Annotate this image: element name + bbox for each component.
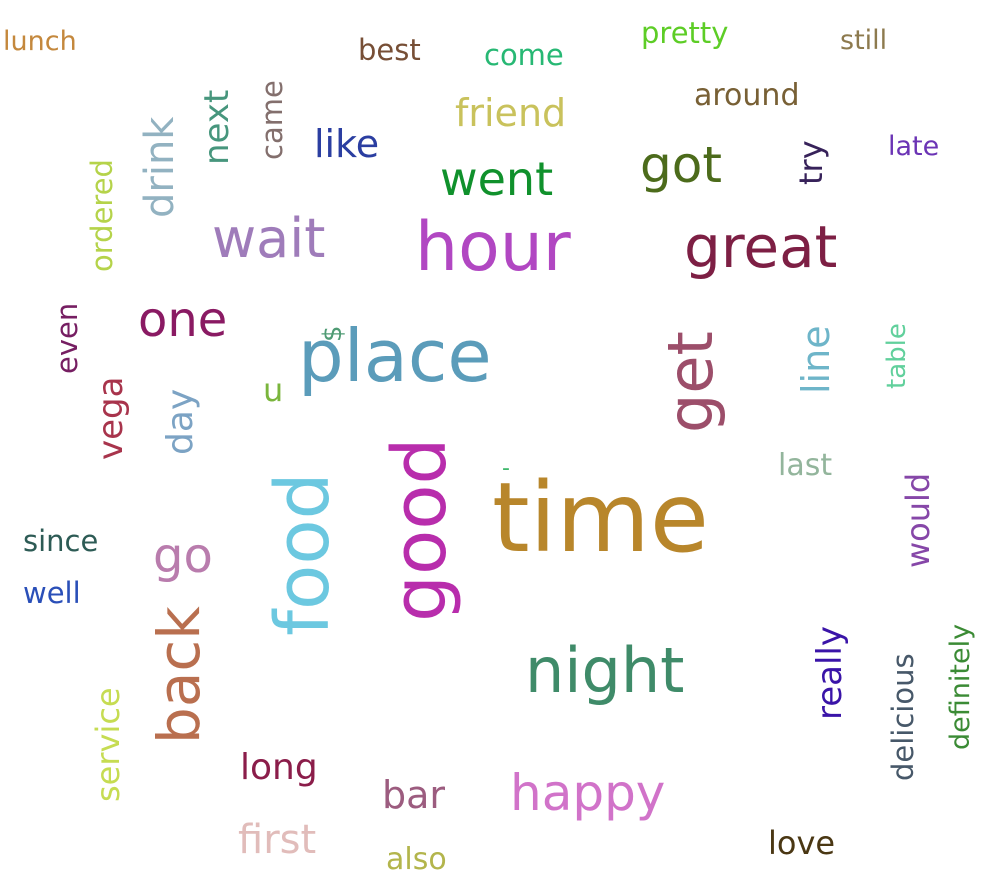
word-wait: wait (212, 207, 326, 270)
word-definitely: definitely (945, 623, 976, 750)
word-last: last (778, 448, 833, 483)
word-really: really (810, 626, 850, 720)
word-like: like (314, 122, 380, 166)
word-go: go (153, 528, 213, 584)
word-love: love (768, 824, 836, 862)
word-back: back (145, 606, 213, 744)
word-drink: drink (137, 116, 183, 218)
word-one: one (138, 292, 228, 348)
word-come: come (484, 38, 564, 72)
word-dollar: $ (318, 325, 348, 342)
word-late: late (888, 131, 940, 162)
word-table: table (882, 323, 912, 389)
word-night: night (525, 634, 685, 707)
word-around: around (694, 78, 800, 113)
word-also: also (386, 842, 447, 877)
word-hour: hour (415, 208, 571, 287)
word-first: first (238, 817, 317, 863)
word-friend: friend (455, 91, 567, 135)
word-delicious: delicious (886, 653, 920, 781)
word-u: u (263, 371, 284, 409)
word-bar: bar (382, 773, 446, 817)
word-best: best (358, 33, 421, 67)
word-well: well (23, 576, 81, 610)
word-line: line (794, 325, 838, 394)
word-long: long (240, 747, 318, 788)
word-service: service (89, 687, 127, 802)
word-good: good (377, 437, 463, 623)
word-came: came (255, 80, 289, 160)
word-next: next (197, 89, 237, 165)
word-went: went (440, 152, 554, 206)
word-still: still (840, 25, 888, 56)
word-would: would (899, 472, 937, 568)
word-time: time (492, 462, 709, 574)
word-pretty: pretty (641, 16, 729, 50)
word-lunch: lunch (3, 26, 77, 57)
word-got: got (640, 136, 722, 194)
word-get: get (654, 331, 727, 433)
word-place: place (298, 314, 492, 398)
word-dash: - (502, 456, 510, 481)
word-great: great (684, 213, 838, 281)
word-since: since (23, 524, 99, 558)
word-ordered: ordered (85, 159, 119, 272)
word-try: try (792, 140, 830, 185)
word-day: day (160, 388, 201, 455)
word-happy: happy (510, 764, 666, 822)
word-even: even (50, 302, 84, 374)
word-food: food (260, 472, 346, 636)
word-vega: vega (91, 376, 131, 460)
